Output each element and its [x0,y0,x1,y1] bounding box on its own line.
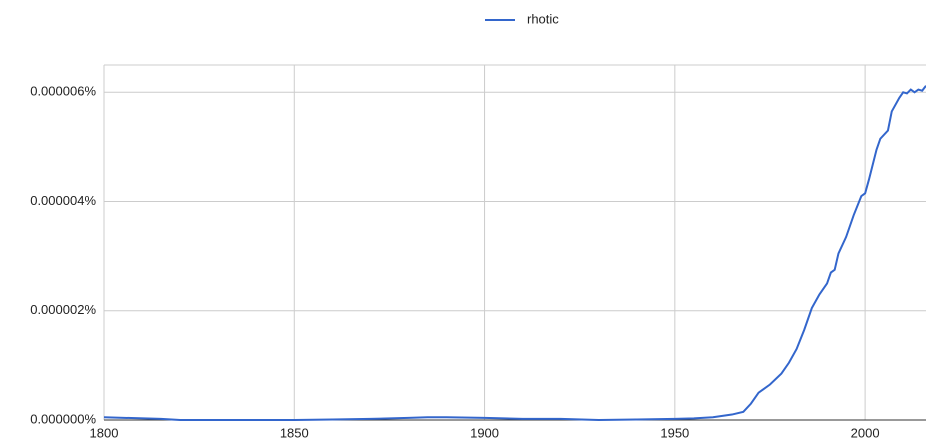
x-tick-label: 1950 [660,425,689,440]
x-tick-label: 1800 [90,425,119,440]
y-tick-label: 0.000002% [30,302,96,317]
y-tick-label: 0.000000% [30,411,96,426]
x-tick-label: 1900 [470,425,499,440]
legend-label: rhotic [527,11,559,26]
x-tick-label: 1850 [280,425,309,440]
y-tick-label: 0.000004% [30,193,96,208]
series-line [103,85,926,422]
x-tick-label: 2000 [851,425,880,440]
y-tick-label: 0.000006% [30,84,96,99]
